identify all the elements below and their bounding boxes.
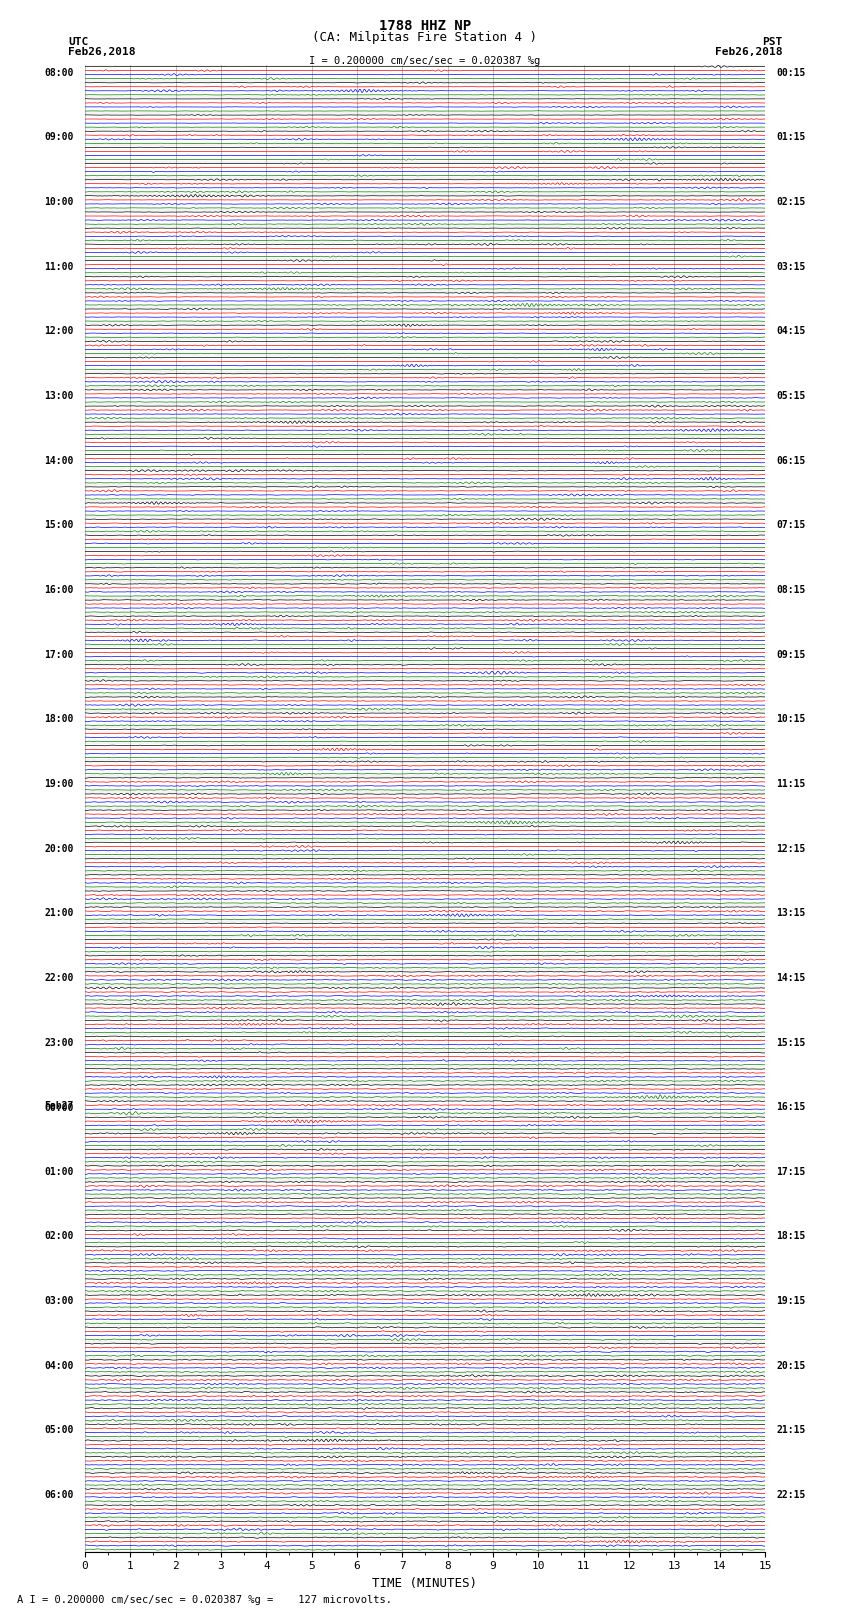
Text: 00:15: 00:15 xyxy=(776,68,806,77)
Text: 03:15: 03:15 xyxy=(776,261,806,271)
Text: PST: PST xyxy=(762,37,782,47)
Text: 21:00: 21:00 xyxy=(44,908,74,918)
Text: 08:00: 08:00 xyxy=(44,68,74,77)
Text: I = 0.200000 cm/sec/sec = 0.020387 %g: I = 0.200000 cm/sec/sec = 0.020387 %g xyxy=(309,56,541,66)
Text: 22:15: 22:15 xyxy=(776,1490,806,1500)
Text: 10:15: 10:15 xyxy=(776,715,806,724)
Text: 01:15: 01:15 xyxy=(776,132,806,142)
Text: 06:15: 06:15 xyxy=(776,455,806,466)
Text: 14:00: 14:00 xyxy=(44,455,74,466)
Text: 04:15: 04:15 xyxy=(776,326,806,336)
Text: 19:00: 19:00 xyxy=(44,779,74,789)
Text: 00:00: 00:00 xyxy=(44,1103,74,1113)
Text: 09:15: 09:15 xyxy=(776,650,806,660)
Text: 17:00: 17:00 xyxy=(44,650,74,660)
Text: 16:00: 16:00 xyxy=(44,586,74,595)
Text: (CA: Milpitas Fire Station 4 ): (CA: Milpitas Fire Station 4 ) xyxy=(313,31,537,44)
X-axis label: TIME (MINUTES): TIME (MINUTES) xyxy=(372,1578,478,1590)
Text: 23:00: 23:00 xyxy=(44,1037,74,1047)
Text: 02:00: 02:00 xyxy=(44,1231,74,1242)
Text: 12:00: 12:00 xyxy=(44,326,74,336)
Text: 03:00: 03:00 xyxy=(44,1297,74,1307)
Text: 05:15: 05:15 xyxy=(776,390,806,402)
Text: 21:15: 21:15 xyxy=(776,1426,806,1436)
Text: 15:00: 15:00 xyxy=(44,521,74,531)
Text: Feb26,2018: Feb26,2018 xyxy=(715,47,782,56)
Text: 22:00: 22:00 xyxy=(44,973,74,982)
Text: Feb26,2018: Feb26,2018 xyxy=(68,47,135,56)
Text: 12:15: 12:15 xyxy=(776,844,806,853)
Text: Feb27: Feb27 xyxy=(44,1102,74,1111)
Text: 11:15: 11:15 xyxy=(776,779,806,789)
Text: 02:15: 02:15 xyxy=(776,197,806,206)
Text: 07:15: 07:15 xyxy=(776,521,806,531)
Text: 04:00: 04:00 xyxy=(44,1361,74,1371)
Text: 14:15: 14:15 xyxy=(776,973,806,982)
Text: 1788 HHZ NP: 1788 HHZ NP xyxy=(379,19,471,34)
Text: UTC: UTC xyxy=(68,37,88,47)
Text: 09:00: 09:00 xyxy=(44,132,74,142)
Text: 08:15: 08:15 xyxy=(776,586,806,595)
Text: 13:00: 13:00 xyxy=(44,390,74,402)
Text: 10:00: 10:00 xyxy=(44,197,74,206)
Text: 05:00: 05:00 xyxy=(44,1426,74,1436)
Text: 18:15: 18:15 xyxy=(776,1231,806,1242)
Text: 16:15: 16:15 xyxy=(776,1102,806,1113)
Text: 20:15: 20:15 xyxy=(776,1361,806,1371)
Text: A I = 0.200000 cm/sec/sec = 0.020387 %g =    127 microvolts.: A I = 0.200000 cm/sec/sec = 0.020387 %g … xyxy=(17,1595,392,1605)
Text: 20:00: 20:00 xyxy=(44,844,74,853)
Text: 17:15: 17:15 xyxy=(776,1166,806,1177)
Text: 15:15: 15:15 xyxy=(776,1037,806,1047)
Text: 13:15: 13:15 xyxy=(776,908,806,918)
Text: 19:15: 19:15 xyxy=(776,1297,806,1307)
Text: 01:00: 01:00 xyxy=(44,1166,74,1177)
Text: 11:00: 11:00 xyxy=(44,261,74,271)
Text: 18:00: 18:00 xyxy=(44,715,74,724)
Text: 06:00: 06:00 xyxy=(44,1490,74,1500)
